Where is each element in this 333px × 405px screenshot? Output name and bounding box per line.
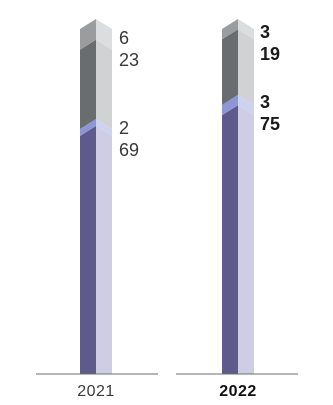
bar-segment-2022-s1-front <box>222 94 238 116</box>
data-label-2022-top-0: 3 <box>260 22 270 42</box>
bar-segment-2022-s0-front <box>222 105 238 374</box>
bar-segment-2022-s2-side <box>238 29 254 105</box>
data-label-2021-mid-0: 2 <box>119 118 129 138</box>
data-label-2021-mid-1: 69 <box>119 140 139 160</box>
bar-segment-2022-s2-front <box>222 29 238 105</box>
bar-segment-2022-s3-side <box>238 19 254 40</box>
data-label-2022-mid-0: 3 <box>260 92 270 112</box>
bar-segment-2021-s1-front <box>80 119 96 136</box>
bar-segment-2022-s0-side <box>238 105 254 374</box>
data-label-2021-top-1: 23 <box>119 50 139 70</box>
x-tick-label-2021: 2021 <box>77 383 115 400</box>
data-label-2022-mid-1: 75 <box>260 114 280 134</box>
data-label-2022-top-1: 19 <box>260 44 280 64</box>
bar-segment-2021-s0-front <box>80 125 96 374</box>
bar-segment-2021-s3-front <box>80 19 96 50</box>
bar-segment-2022-s1-side <box>238 94 254 116</box>
bars-group <box>80 19 254 374</box>
bar-segment-2021-s0-side <box>96 125 112 374</box>
x-tick-label-2022: 2022 <box>219 383 257 400</box>
bar-segment-2022-s3-front <box>222 19 238 40</box>
bar-segment-2021-s1-side <box>96 119 112 136</box>
bar-segment-2021-s3-side <box>96 19 112 50</box>
bar-segment-2021-s2-side <box>96 39 112 130</box>
bar-segment-2021-s2-front <box>80 39 96 130</box>
data-label-2021-top-0: 6 <box>119 28 129 48</box>
